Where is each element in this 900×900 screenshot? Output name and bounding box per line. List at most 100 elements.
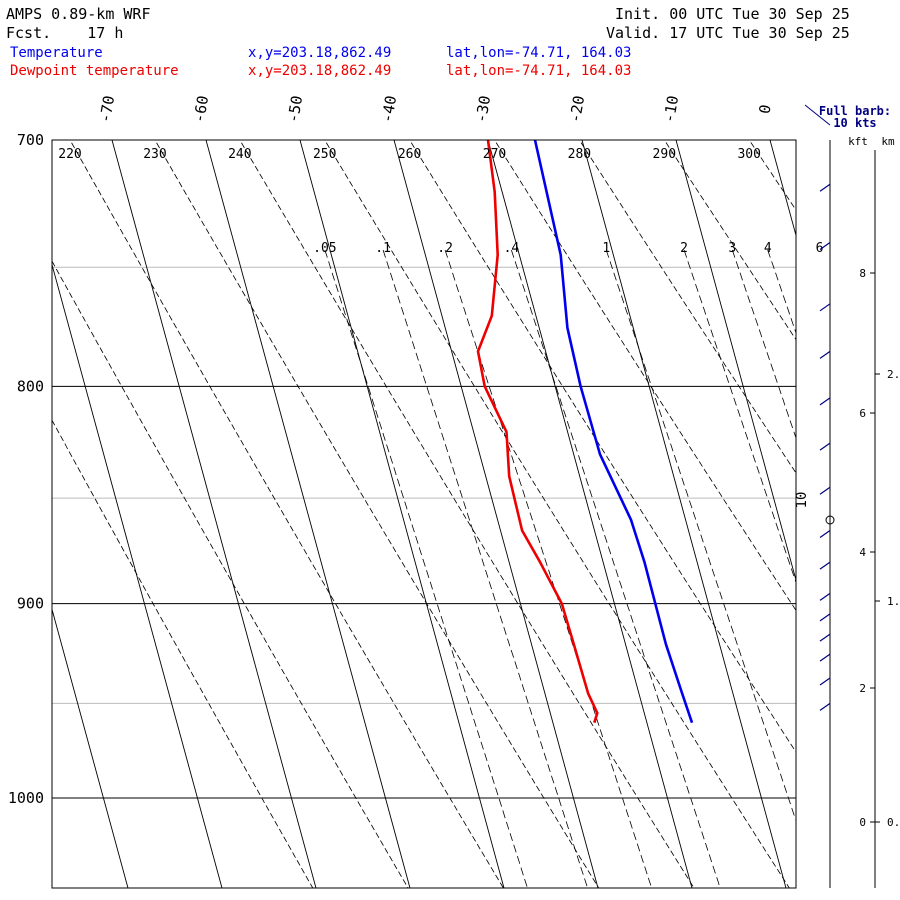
- km-tick-label: 0.: [887, 816, 900, 829]
- dry-adiabat-line: [578, 140, 796, 474]
- km-tick-label: 2.: [887, 368, 900, 381]
- wind-barb-column: [819, 140, 835, 888]
- adiabat-label: 250: [313, 147, 336, 162]
- init-value: 00 UTC Tue 30 Sep 25: [669, 5, 850, 23]
- dry-adiabat-line: [663, 140, 796, 341]
- isotherm-label: -20: [566, 94, 588, 124]
- wind-barb: [819, 677, 831, 686]
- adiabat-label: 280: [568, 147, 591, 162]
- mixing-ratio-line: [382, 249, 588, 888]
- wind-barb: [819, 613, 831, 622]
- dry-adiabat-line: [69, 140, 504, 888]
- fcst-label: Fcst.: [6, 24, 52, 42]
- dry-adiabat-line: [154, 140, 600, 888]
- isotherm-line: [675, 140, 796, 582]
- model-title: AMPS 0.89-km WRF: [6, 5, 151, 23]
- mixing-ratio-line: [731, 249, 796, 440]
- mixing-ratio-label: 6: [816, 241, 824, 256]
- wind-barb: [819, 486, 831, 495]
- isotherm-label: 0: [755, 103, 774, 115]
- isotherm-label: -40: [378, 94, 400, 124]
- height-scale: 0 2 4 6 8 0. 1. 2.: [859, 150, 900, 888]
- isotherm-line: [864, 140, 900, 888]
- adiabat-label: 270: [483, 147, 506, 162]
- isotherm-label: -10: [660, 94, 682, 124]
- kft-label: kft: [848, 135, 868, 148]
- isotherm-line: [52, 607, 129, 888]
- kft-tick-label: 0: [859, 816, 866, 829]
- isotherm-line: [52, 262, 223, 888]
- init-label: Init.: [615, 5, 661, 23]
- adiabat-label: 260: [398, 147, 421, 162]
- plot-frame: [51, 139, 797, 889]
- isotherm-label: -60: [190, 94, 212, 124]
- wind-barb: [819, 653, 831, 662]
- wind-barb: [819, 561, 831, 570]
- wind-barb: [819, 702, 831, 711]
- valid-time: Valid. 17 UTC Tue 30 Sep 25: [606, 24, 850, 42]
- pressure-tick-label: 800: [17, 377, 44, 395]
- dewpoint-trace: [476, 140, 599, 724]
- mixing-ratio-label: .4: [504, 241, 520, 256]
- mixing-ratio-label: .05: [313, 241, 336, 256]
- isotherm-label: -70: [96, 94, 118, 124]
- adiabat-lines: [52, 135, 900, 891]
- fcst-value: 17 h: [87, 24, 124, 42]
- barb-key-line1: Full barb:: [819, 104, 891, 118]
- dry-adiabat-line: [831, 135, 900, 891]
- adiabat-label: 290: [653, 147, 676, 162]
- valid-label: Valid.: [606, 24, 661, 42]
- legend-temperature-name: Temperature: [10, 45, 103, 61]
- legend-temperature-xy: x,y=203.18,862.49: [248, 45, 392, 61]
- mixing-ratio-line: [605, 249, 796, 822]
- pressure-tick-label: 700: [17, 131, 44, 149]
- isotherm-line: [299, 140, 505, 888]
- isotherm-line: [393, 140, 599, 888]
- pressure-tick-label: 900: [17, 595, 44, 613]
- temperature-trace: [533, 140, 694, 724]
- isotherm-line: [0, 140, 34, 888]
- adiabat-label: 300: [737, 147, 760, 162]
- mixing-ratio-line: [767, 249, 796, 335]
- mixing-ratio-label: .1: [375, 241, 391, 256]
- mixing-ratio-lines: [324, 249, 900, 890]
- barb-key-arrow: [804, 104, 831, 126]
- km-tick-label: 1.: [887, 595, 900, 608]
- calm-wind-marker: [825, 515, 835, 525]
- init-time: Init. 00 UTC Tue 30 Sep 25: [615, 5, 850, 23]
- wind-barb: [819, 397, 831, 406]
- wind-barb: [819, 529, 831, 538]
- legend-dewpoint-name: Dewpoint temperature: [10, 63, 179, 79]
- dry-adiabat-line: [494, 140, 796, 612]
- dry-adiabat-line: [324, 140, 790, 888]
- isotherm-line: [487, 140, 693, 888]
- mixing-ratio-line: [820, 250, 900, 890]
- mixing-ratio-line: [444, 249, 653, 888]
- isotherm-line: [581, 140, 787, 888]
- mixing-ratio-label: 1: [602, 241, 610, 256]
- mixing-ratio-label: 3: [728, 241, 736, 256]
- dry-adiabat-line: [409, 140, 796, 753]
- wind-barb: [819, 303, 831, 312]
- kft-tick-label: 6: [859, 407, 866, 420]
- wind-barb: [819, 633, 831, 642]
- isotherm-line: [205, 140, 411, 888]
- mixing-ratio-label: 2: [680, 241, 688, 256]
- dry-adiabat-line: [52, 419, 314, 888]
- dry-adiabat-line: [52, 260, 409, 888]
- isotherm-lines: [0, 140, 900, 888]
- wind-barb: [819, 242, 831, 251]
- barb-key-line2: 10 kts: [833, 116, 876, 130]
- pressure-tick-label: 1000: [8, 789, 44, 807]
- adiabat-label: 230: [143, 147, 166, 162]
- isotherm-line: [769, 140, 796, 238]
- mixing-ratio-label: 4: [764, 241, 772, 256]
- legend-dewpoint-latlon: lat,lon=-74.71, 164.03: [446, 63, 632, 79]
- mixing-ratio-line: [511, 249, 721, 888]
- kft-tick-label: 4: [859, 546, 866, 559]
- isotherm-line: [111, 140, 317, 888]
- valid-value: 17 UTC Tue 30 Sep 25: [669, 24, 850, 42]
- dry-adiabat-line: [239, 140, 695, 888]
- wind-barb: [819, 592, 831, 601]
- wind-barb: [819, 442, 831, 451]
